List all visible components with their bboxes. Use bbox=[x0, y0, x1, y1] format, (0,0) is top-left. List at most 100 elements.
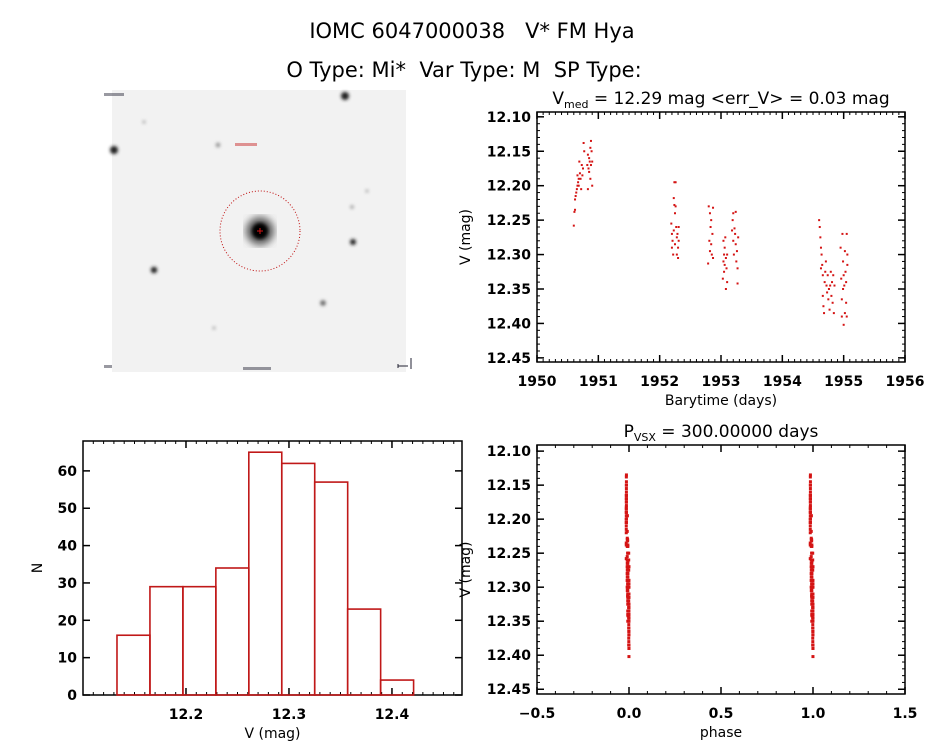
data-point bbox=[576, 174, 579, 177]
data-point bbox=[589, 139, 592, 142]
y-axis-label: N bbox=[30, 563, 46, 573]
phased-data-point bbox=[811, 551, 815, 555]
figure-subtitle: O Type: Mi* Var Type: M SP Type: bbox=[286, 58, 641, 82]
data-point bbox=[588, 170, 591, 173]
y-tick-label: 12.40 bbox=[487, 648, 532, 664]
phased-curve-plot: −0.5 0.0 0.5 1.0 1.5 12.10 12.15 12.20 12.25 12.3… bbox=[458, 422, 917, 741]
phased-data-point bbox=[624, 541, 628, 545]
data-point bbox=[737, 236, 740, 239]
phased-data-point bbox=[808, 527, 812, 531]
plot-title-text: = 12.29 mag <err_V> = 0.03 mag bbox=[588, 89, 889, 109]
phased-data-point bbox=[627, 602, 631, 606]
x-tick-label: 1.5 bbox=[893, 706, 918, 722]
phased-data-point bbox=[808, 483, 812, 487]
phased-data-point bbox=[627, 619, 631, 623]
data-point bbox=[840, 277, 843, 280]
phased-data-point bbox=[811, 623, 815, 627]
data-point bbox=[832, 312, 835, 315]
data-point bbox=[828, 308, 831, 311]
y-tick-label: 12.30 bbox=[487, 248, 532, 264]
data-point bbox=[711, 232, 714, 235]
figure-title: IOMC 6047000038 V* FM Hya bbox=[309, 19, 634, 43]
data-point bbox=[671, 239, 674, 242]
data-point bbox=[575, 191, 578, 194]
data-point bbox=[580, 164, 583, 167]
phased-data-point bbox=[627, 585, 631, 589]
phased-data-point bbox=[811, 636, 815, 640]
y-tick-label: 12.45 bbox=[487, 351, 531, 367]
phased-data-point bbox=[624, 517, 628, 521]
phased-data-point bbox=[626, 575, 630, 579]
data-point bbox=[843, 250, 846, 253]
y-tick-label: 12.20 bbox=[487, 512, 532, 528]
data-point bbox=[589, 146, 592, 149]
histogram-bar bbox=[280, 462, 316, 696]
phased-data-point bbox=[627, 636, 631, 640]
phased-data-point bbox=[627, 551, 631, 555]
phased-data-point bbox=[811, 612, 815, 616]
data-point bbox=[734, 210, 737, 213]
y-tick-label: 12.10 bbox=[487, 110, 532, 126]
phased-data-point bbox=[627, 646, 631, 650]
data-point bbox=[722, 260, 725, 263]
phased-data-point bbox=[810, 543, 814, 547]
plot-frame bbox=[536, 444, 906, 695]
x-tick-label: 1950 bbox=[518, 374, 557, 390]
data-point bbox=[708, 212, 711, 215]
y-tick-label: 12.15 bbox=[487, 144, 531, 160]
plot-frame bbox=[536, 111, 906, 363]
data-point bbox=[724, 236, 727, 239]
phased-data-point bbox=[808, 500, 812, 504]
x-tick-label: 1954 bbox=[763, 374, 802, 390]
data-point bbox=[818, 226, 821, 229]
plot-title: Vmed = 12.29 mag <err_V> = 0.03 mag bbox=[552, 89, 889, 111]
histogram-bar bbox=[182, 585, 217, 696]
phased-data-point bbox=[811, 655, 815, 659]
y-tick-label: 12.30 bbox=[487, 580, 532, 596]
data-point bbox=[577, 181, 580, 184]
data-point bbox=[721, 277, 724, 280]
data-point bbox=[581, 174, 584, 177]
y-tick-label: 10 bbox=[58, 651, 78, 667]
phased-data-point bbox=[624, 475, 628, 479]
x-tick-label: 1953 bbox=[702, 374, 741, 390]
phased-data-point bbox=[626, 539, 630, 543]
data-point bbox=[589, 177, 592, 180]
phased-data-point bbox=[811, 616, 815, 620]
data-point bbox=[572, 224, 575, 227]
data-point bbox=[829, 270, 832, 273]
phased-data-point bbox=[626, 543, 630, 547]
phased-data-point bbox=[626, 561, 630, 565]
data-point bbox=[708, 250, 711, 253]
phased-data-point bbox=[624, 510, 628, 514]
data-point bbox=[731, 219, 734, 222]
phased-data-point bbox=[811, 578, 815, 582]
phased-data-point bbox=[811, 609, 815, 613]
phased-data-point bbox=[808, 475, 812, 479]
y-tick-label: 12.25 bbox=[487, 213, 531, 229]
phased-data-point bbox=[808, 541, 812, 545]
finder-image bbox=[104, 90, 412, 372]
data-point bbox=[712, 206, 715, 209]
data-point bbox=[589, 164, 592, 167]
x-axis-label: V (mag) bbox=[244, 726, 300, 742]
data-point bbox=[710, 219, 713, 222]
x-tick-label: 1951 bbox=[579, 374, 618, 390]
data-point bbox=[824, 270, 827, 273]
data-point bbox=[709, 226, 712, 229]
y-tick-label: 20 bbox=[58, 613, 78, 629]
histogram-bar bbox=[379, 679, 415, 696]
phased-data-point bbox=[627, 565, 631, 569]
phased-data-point bbox=[811, 646, 815, 650]
data-point bbox=[827, 298, 830, 301]
compass-icon bbox=[397, 358, 412, 369]
data-point bbox=[577, 177, 580, 180]
data-point bbox=[588, 157, 591, 160]
phased-data-point bbox=[627, 558, 631, 562]
data-point bbox=[831, 281, 834, 284]
phased-data-point bbox=[624, 497, 628, 501]
data-point bbox=[724, 257, 727, 260]
data-point bbox=[586, 188, 589, 191]
plot-title-main: V bbox=[552, 89, 564, 109]
phased-data-point bbox=[811, 602, 815, 606]
